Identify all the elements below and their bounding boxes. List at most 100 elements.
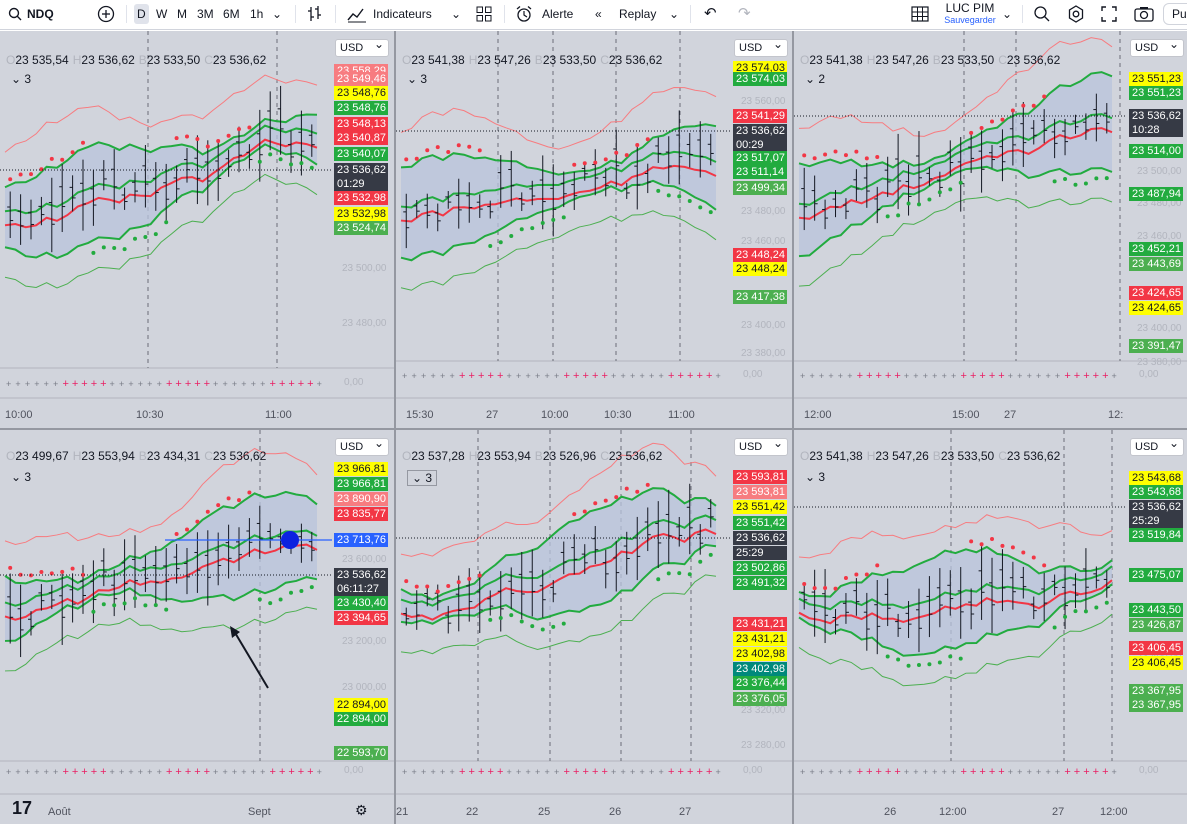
sar-dot: [1021, 103, 1026, 108]
timeframe-6m[interactable]: 6M: [223, 7, 240, 21]
chart-type-button[interactable]: [307, 0, 323, 28]
upper-band: [400, 487, 717, 601]
signal-marker: +: [545, 371, 550, 381]
quick-search-button[interactable]: [1033, 0, 1051, 28]
tradingview-logo: 17: [12, 798, 32, 818]
chart-pane-4[interactable]: + + + + + + + + + + + + + + + + + + + + + + + + + + + + + + + + + +17 O23 …: [0, 430, 394, 824]
basis-line: [400, 164, 717, 223]
signal-marker: +: [91, 766, 97, 778]
currency-select[interactable]: USD: [335, 36, 389, 57]
layout-dropdown[interactable]: ⌄: [1002, 0, 1012, 28]
mid-band: [798, 565, 1113, 611]
publish-button[interactable]: Pu: [1163, 3, 1187, 25]
price-scale-tick: 23 560,00: [741, 96, 786, 107]
chart-pane-3[interactable]: + + + + + + + + + + + + + + + + + + + + + + + + + + + + + + + + + + O23 54…: [794, 31, 1187, 428]
gear-icon[interactable]: ⚙: [355, 802, 368, 818]
sar-dot: [593, 501, 598, 506]
fullscreen-button[interactable]: [1101, 0, 1119, 28]
signal-marker: +: [602, 766, 608, 778]
indicators-toggle[interactable]: ⌄ 3: [11, 470, 32, 484]
snapshot-button[interactable]: [1134, 0, 1154, 28]
sar-dot: [677, 571, 682, 576]
templates-button[interactable]: [476, 0, 494, 28]
currency-select[interactable]: USD: [335, 435, 389, 456]
layout-name-button[interactable]: LUC PIM Sauvegarder: [938, 2, 1002, 28]
undo-button[interactable]: ↶: [704, 0, 717, 28]
price-label: 23 406,45: [1129, 641, 1183, 655]
indicators-toggle[interactable]: ⌄ 3: [11, 72, 32, 86]
outer-upper-band: [4, 74, 318, 153]
signal-marker: +: [621, 767, 626, 777]
signal-marker: +: [876, 766, 882, 778]
sar-dot: [29, 172, 33, 177]
price-label: 23 491,32: [733, 576, 787, 590]
signal-marker: +: [194, 378, 200, 390]
signal-marker: +: [1112, 371, 1117, 381]
signal-marker: +: [630, 371, 635, 381]
chart-pane-2[interactable]: + + + + + + + + + + + + + + + + + + + + + + + + + + + + + + + + + + O23 54…: [396, 31, 792, 428]
sar-dot: [572, 512, 577, 517]
compare-button[interactable]: [97, 0, 117, 28]
price-label: 23 426,87: [1129, 618, 1183, 632]
timeframe-m[interactable]: M: [177, 7, 187, 21]
indicators-toggle[interactable]: ⌄ 3: [805, 470, 826, 484]
signal-marker: +: [1055, 371, 1060, 381]
chart-pane-1[interactable]: + + + + + + + + + + + + + + + + + + + + + + + + + + + + + + + + + + O23 53…: [0, 31, 394, 428]
signal-marker: +: [110, 767, 115, 777]
signal-marker: +: [592, 766, 598, 778]
signal-marker: +: [564, 370, 570, 382]
sar-dot: [309, 585, 314, 590]
signal-marker: +: [1017, 371, 1022, 381]
sar-dot: [216, 138, 221, 143]
signal-marker: +: [1074, 766, 1080, 778]
ohlc-key: C: [998, 53, 1007, 67]
price-scale-tick: 23 280,00: [741, 740, 786, 751]
indicators-toggle[interactable]: ⌄ 2: [805, 72, 826, 86]
signal-marker: +: [194, 766, 200, 778]
timeframe-d[interactable]: D: [134, 4, 149, 24]
settings-button[interactable]: [1067, 0, 1085, 28]
currency-select[interactable]: USD: [1130, 435, 1184, 456]
sar-dot: [823, 585, 828, 590]
sar-dot: [843, 153, 848, 158]
signal-marker: +: [175, 766, 181, 778]
sar-dot: [81, 572, 85, 577]
signal-marker: +: [6, 767, 11, 777]
ohlc-value: 23 547,26: [875, 449, 929, 463]
signal-marker: +: [659, 767, 664, 777]
sar-dot: [551, 217, 556, 222]
ohlc-key: H: [866, 53, 876, 67]
ohlc-legend: O23 499,67 H23 553,94 B23 434,31 C23 536,62: [6, 449, 270, 463]
indicator-zero-value: 0,00: [743, 765, 763, 776]
chevron-down-icon: ⌄: [272, 7, 283, 21]
signal-marker: +: [951, 767, 956, 777]
signal-marker: +: [34, 767, 39, 777]
indicators-toggle[interactable]: ⌄ 3: [407, 72, 428, 86]
signal-marker: +: [507, 767, 512, 777]
signal-marker: +: [307, 378, 313, 390]
sar-dot: [237, 498, 241, 503]
sar-dot: [91, 250, 96, 255]
signal-marker: +: [979, 370, 985, 382]
timeframe-1h[interactable]: 1h: [250, 7, 264, 21]
signal-marker: +: [138, 767, 143, 777]
sar-dot: [174, 136, 179, 141]
currency-select[interactable]: USD: [1130, 36, 1184, 57]
timeframe-w[interactable]: W: [156, 7, 168, 21]
indicators-toggle[interactable]: ⌄ 3: [407, 470, 438, 486]
currency-select[interactable]: USD: [734, 36, 788, 57]
currency-select[interactable]: USD: [734, 435, 788, 456]
sar-dot: [1031, 103, 1036, 108]
layout-select-button[interactable]: [911, 0, 929, 28]
basis-line: [798, 127, 1113, 220]
price-label: 23 424,65: [1129, 301, 1183, 315]
sar-dot: [519, 227, 524, 232]
redo-button[interactable]: ↷: [738, 0, 751, 28]
price-label: 23 431,21: [733, 632, 787, 646]
lower-band: [4, 143, 318, 260]
chart-pane-6[interactable]: + + + + + + + + + + + + + + + + + + + + + + + + + + + + + + + + + + O23 54…: [794, 430, 1187, 824]
mid-band: [4, 529, 318, 607]
chart-pane-5[interactable]: + + + + + + + + + + + + + + + + + + + + + + + + + + + + + + + + + + O23 53…: [396, 430, 792, 824]
timeframe-dropdown[interactable]: ⌄: [272, 0, 282, 28]
timeframe-3m[interactable]: 3M: [197, 7, 214, 21]
